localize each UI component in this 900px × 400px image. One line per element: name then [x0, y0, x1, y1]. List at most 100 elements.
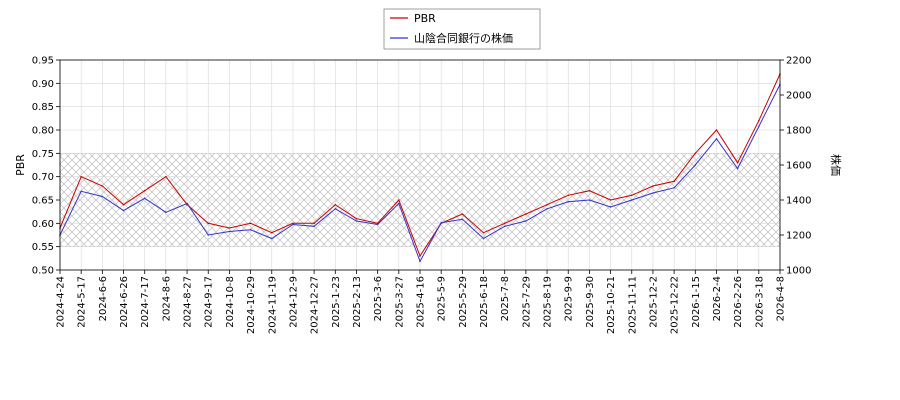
x-tick-label: 2024-7-17	[140, 276, 151, 328]
pbr-point	[143, 189, 146, 192]
x-tick-label: 2024-4-24	[56, 276, 67, 328]
stock-price-point	[588, 199, 591, 201]
stock-price-point	[270, 237, 273, 240]
stock-price-point	[482, 237, 485, 240]
pbr-point	[80, 175, 82, 178]
pbr-point	[398, 199, 400, 201]
stock-price-point	[715, 137, 718, 140]
x-tick-label: 2024-5-17	[77, 276, 88, 328]
left-tick-label: 0.85	[32, 102, 54, 113]
x-tick-label: 2025-9-9	[564, 276, 575, 321]
pbr-point	[525, 213, 527, 215]
stock-price-point	[122, 209, 125, 212]
stock-price-point	[355, 220, 358, 222]
right-tick-label: 1800	[786, 126, 811, 137]
stock-price-point	[313, 225, 315, 228]
x-tick-label: 2025-5-9	[437, 276, 448, 321]
stock-price-point	[736, 167, 739, 170]
right-axis-title: 株価	[829, 154, 843, 176]
stock-price-point	[673, 186, 675, 189]
pbr-point	[736, 161, 739, 164]
stock-price-point	[440, 221, 442, 224]
pbr-point	[546, 203, 548, 206]
x-tick-label: 2024-10-29	[246, 276, 257, 334]
pbr-point	[207, 222, 210, 225]
stock-price-point	[143, 197, 146, 200]
right-tick-label: 1600	[786, 161, 811, 172]
series-layer	[59, 73, 781, 263]
stock-price-point	[694, 164, 697, 166]
pbr-point	[228, 227, 231, 229]
left-tick-label: 0.65	[32, 196, 54, 207]
pbr-point	[355, 217, 358, 220]
x-tick-label: 2025-11-11	[627, 276, 638, 334]
pbr-point	[292, 222, 294, 225]
right-tick-label: 1200	[786, 231, 811, 242]
x-tick-label: 2024-8-27	[183, 276, 194, 328]
right-axis: 1000 1200 1400 1600 1800 2000 2200	[780, 56, 811, 277]
x-tick-label: 2024-12-27	[310, 276, 321, 334]
stock-price-point	[165, 211, 167, 214]
left-tick-label: 0.75	[32, 149, 54, 160]
x-tick-label: 2024-12-9	[288, 276, 299, 328]
legend-label-stock: 山陰合同銀行の株価	[414, 31, 513, 45]
right-tick-label: 1000	[786, 266, 811, 277]
left-tick-label: 0.90	[32, 79, 54, 90]
legend-frame	[383, 8, 541, 50]
stock-price-point	[419, 260, 421, 263]
stock-price-point	[376, 223, 379, 226]
stock-price-point	[525, 220, 527, 222]
right-tick-label: 1400	[786, 196, 811, 207]
pbr-point	[758, 119, 760, 122]
x-tick-label: 2026-2-4	[712, 276, 723, 321]
left-tick-label: 0.50	[32, 266, 54, 277]
pbr-point	[630, 194, 633, 197]
stock-price-point	[503, 225, 506, 228]
pbr-point	[461, 213, 464, 215]
x-tick-label: 2025-8-19	[543, 276, 554, 328]
stock-price-point	[292, 223, 294, 226]
x-tick-label: 2025-2-13	[352, 276, 363, 328]
x-tick-label: 2025-12-22	[670, 276, 681, 334]
pbr-point	[609, 199, 612, 201]
left-tick-label: 0.60	[32, 219, 54, 230]
stock-price-point	[567, 200, 570, 203]
stock-price-point	[228, 230, 231, 233]
stock-price-point	[630, 199, 633, 201]
x-axis: 2024-4-24 2024-5-17 2024-6-6 2024-6-26 2024-…	[56, 270, 787, 334]
stock-price-point	[101, 195, 104, 198]
pbr-point	[673, 180, 675, 183]
pbr-point	[270, 231, 273, 234]
pbr-point	[567, 194, 570, 197]
pbr-point	[715, 129, 718, 131]
left-tick-label: 0.80	[32, 126, 54, 137]
pbr-point	[419, 255, 421, 257]
pbr-point	[313, 222, 315, 225]
left-axis: 0.50 0.55 0.60 0.65 0.70 0.75 0.80 0.85 0.90 0.95	[32, 56, 60, 277]
stock-price-point	[758, 125, 760, 128]
left-tick-label: 0.55	[32, 242, 54, 253]
plot-area	[59, 59, 781, 271]
stock-price-point	[186, 202, 188, 205]
stock-price-point	[546, 207, 548, 210]
x-tick-label: 2025-1-23	[331, 276, 342, 328]
x-tick-label: 2026-4-8	[776, 276, 787, 321]
right-tick-label: 2200	[786, 56, 811, 67]
x-tick-label: 2024-11-19	[267, 276, 278, 334]
stock-price-point	[652, 192, 654, 194]
legend: PBR 山陰合同銀行の株価	[383, 8, 541, 50]
x-tick-label: 2024-8-6	[161, 276, 172, 321]
pbr-point	[334, 203, 337, 206]
pbr-point	[652, 185, 654, 187]
x-tick-label: 2025-6-18	[479, 276, 490, 328]
pbr-point	[588, 189, 591, 192]
right-tick-label: 2000	[786, 91, 811, 102]
x-tick-label: 2025-5-29	[458, 276, 469, 328]
x-tick-label: 2024-6-26	[119, 276, 130, 328]
pbr-point	[165, 175, 167, 178]
x-tick-label: 2026-2-26	[733, 276, 744, 328]
x-tick-label: 2025-7-29	[521, 276, 532, 328]
stock-price-point	[80, 190, 82, 193]
x-tick-label: 2025-7-8	[500, 276, 511, 321]
